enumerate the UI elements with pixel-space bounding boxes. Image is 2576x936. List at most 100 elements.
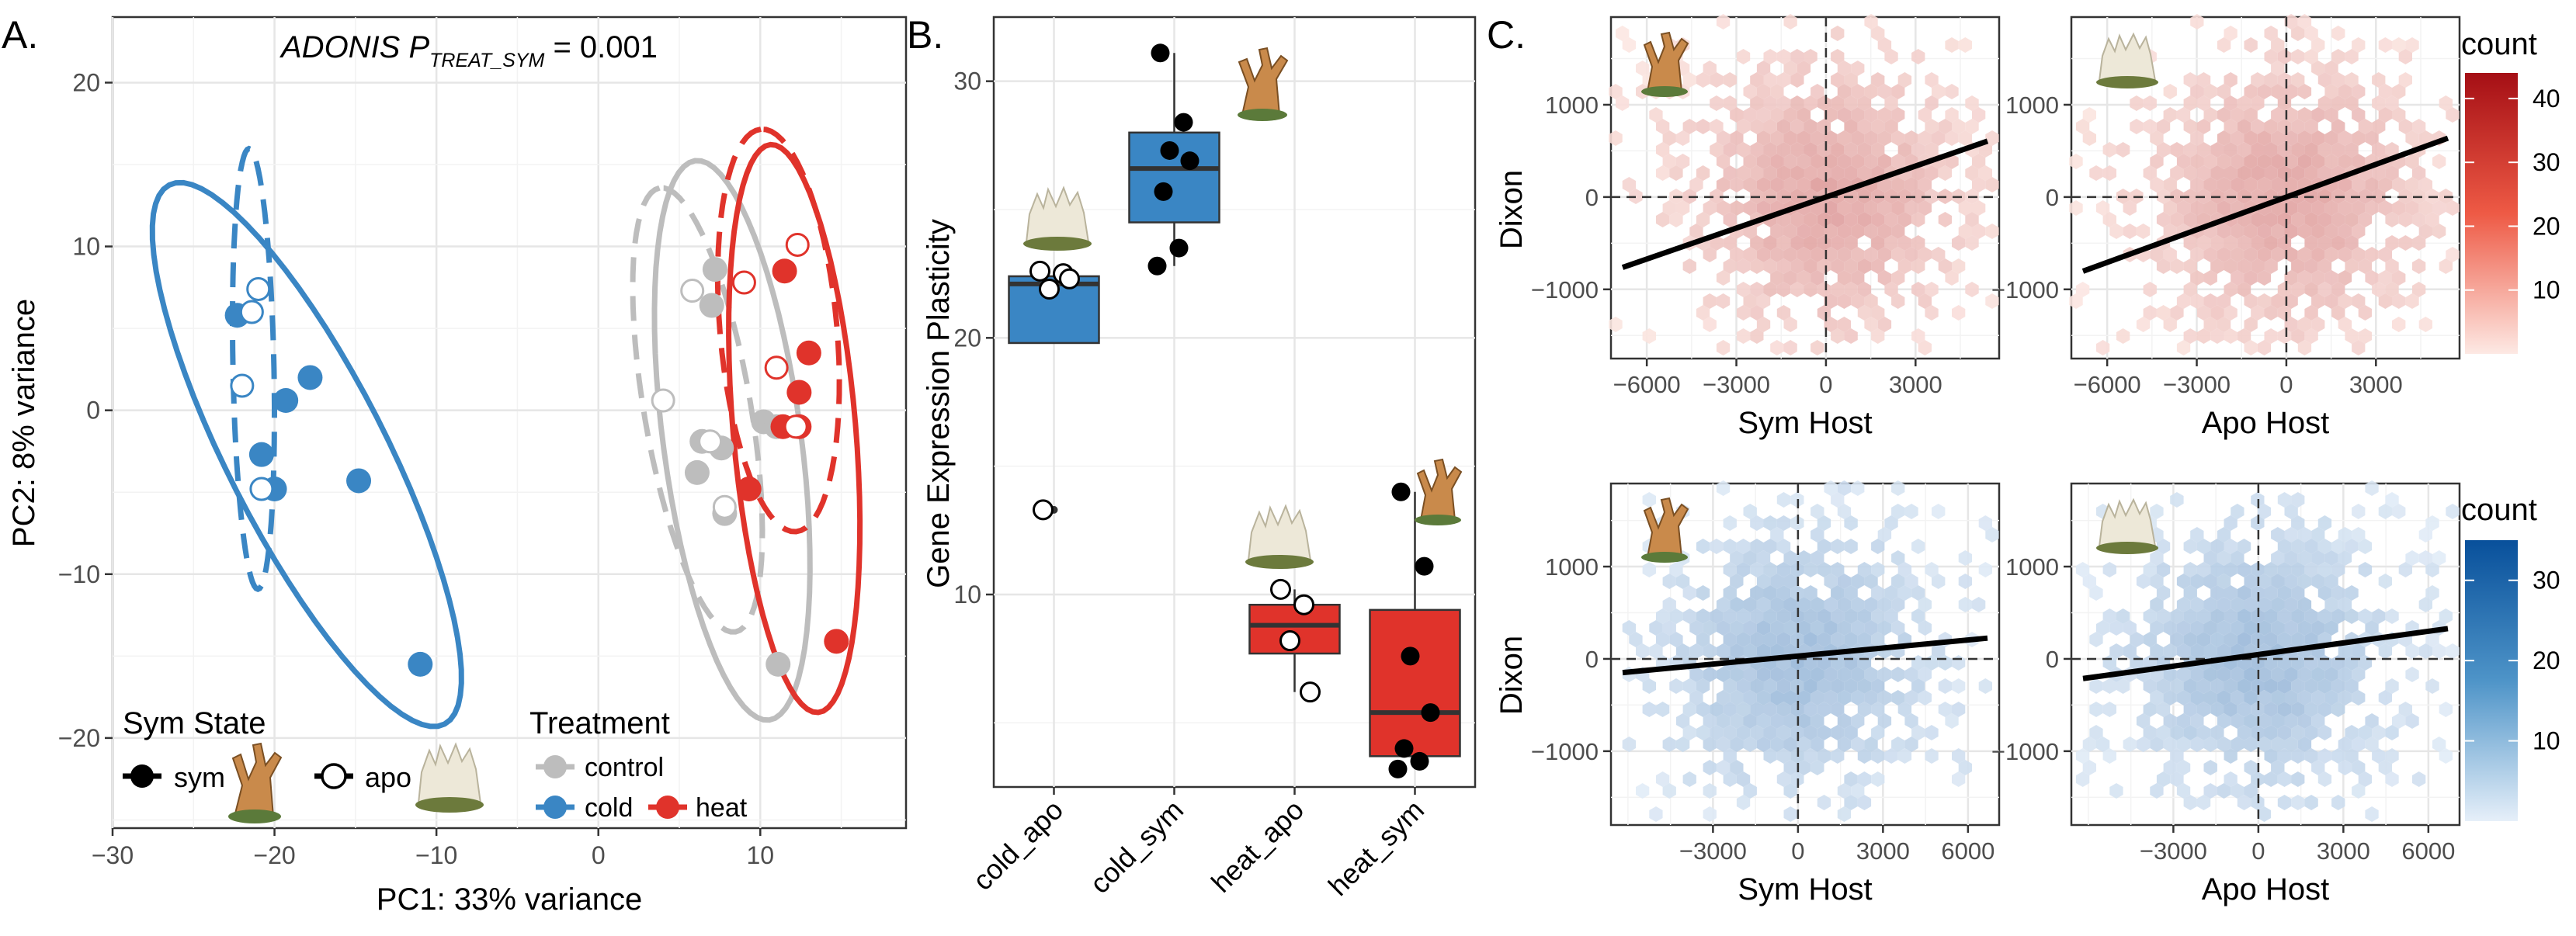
hexbin-cell xyxy=(1804,608,1817,624)
hexbin-cell xyxy=(1864,84,1878,99)
hexbin-cell xyxy=(2244,783,2258,799)
hexbin-cell xyxy=(2231,783,2244,799)
hexbin-cell xyxy=(2304,235,2318,251)
pca-x-tick-label: 0 xyxy=(592,841,606,869)
hexbin-cell xyxy=(2331,49,2345,64)
hexbin-cell xyxy=(2277,328,2292,344)
hexbin-cell xyxy=(2439,702,2453,717)
hexbin-cell xyxy=(2425,515,2439,531)
hexbin-cell xyxy=(1770,690,1784,705)
hexbin-cell xyxy=(2163,84,2177,99)
hexbin-cell xyxy=(2224,282,2238,297)
hexbin-cell xyxy=(1891,154,1905,169)
hexbin-cell xyxy=(2224,142,2238,158)
hexbin-cell xyxy=(1703,620,1717,636)
hexbin-cell xyxy=(1790,72,1804,88)
hexbin-cell xyxy=(1763,678,1777,694)
hexbin-cell xyxy=(2439,258,2453,274)
hexbin-cell xyxy=(2156,258,2171,274)
hexbin-cell xyxy=(1716,14,1731,29)
hexbin-cell xyxy=(1622,620,1636,636)
hexbin-cell xyxy=(1952,771,1966,787)
hexbin-cell xyxy=(2257,690,2272,705)
hexbin-cell xyxy=(2432,154,2446,169)
hexbin-cell xyxy=(1891,574,1905,589)
hexbin-cell xyxy=(2190,154,2204,169)
hexbin-cell xyxy=(1763,632,1777,647)
hexbin-cell xyxy=(2331,305,2345,321)
pca-point-heat-sym xyxy=(736,477,762,501)
hexbin-cell xyxy=(1763,235,1777,251)
hexbin-cell xyxy=(2331,282,2345,297)
hexbin-cell xyxy=(2069,200,2083,216)
hexbin-cell xyxy=(1938,702,1952,717)
hexbin-cell xyxy=(2224,702,2238,717)
apo-host-coral-icon-bottom xyxy=(2096,497,2158,554)
hexbin-cell xyxy=(1925,165,1939,181)
hexbin-cell xyxy=(2244,340,2258,355)
plasticity-category-label: cold_sym xyxy=(1084,794,1190,900)
hexbin-cell xyxy=(1851,690,1865,705)
plasticity-category-label: heat_apo xyxy=(1205,794,1310,899)
hexbin-cell xyxy=(1851,293,1865,309)
hexbin-cell xyxy=(2170,678,2184,694)
hexbin-cell xyxy=(2176,737,2191,752)
hexbin-cell xyxy=(2338,200,2352,216)
hexbin-cell xyxy=(1877,247,1892,262)
hexbin-cell xyxy=(1831,165,1845,181)
hexbin-y-tick-label: −1000 xyxy=(1531,738,1599,765)
hexbin-cell xyxy=(2237,702,2251,717)
hexbin-cell xyxy=(2183,258,2197,274)
hexbin-cell xyxy=(1696,165,1710,181)
hexbin-cell xyxy=(2425,562,2439,577)
hexbin-cell xyxy=(2244,620,2258,636)
hexbin-cell xyxy=(1831,72,1845,88)
hexbin-cell xyxy=(2405,200,2419,216)
hexbin-cell xyxy=(2284,247,2298,262)
hexbin-cell xyxy=(2405,177,2419,192)
hexbin-cell xyxy=(1972,107,1986,123)
hexbin-cell xyxy=(2284,667,2298,682)
hexbin-cell xyxy=(2324,224,2338,239)
hexbin-cell xyxy=(1790,142,1804,158)
hexbin-cell xyxy=(2176,574,2191,589)
hexbin-cell xyxy=(1783,14,1797,29)
hexbin-cell xyxy=(1831,95,1845,111)
hexbin-cell xyxy=(2109,643,2123,659)
hexbin-cell xyxy=(2311,270,2325,286)
hexbin-cell xyxy=(1817,305,1831,321)
pca-point-control-apo xyxy=(712,494,737,519)
hexbin-cell xyxy=(1743,597,1757,612)
hexbin-cell xyxy=(1736,49,1751,64)
hexbin-cell xyxy=(2398,235,2412,251)
hexbin-cell xyxy=(1756,247,1771,262)
hexbin-cell xyxy=(1763,258,1777,274)
hexbin-cell xyxy=(2156,608,2171,624)
hexbin-cell xyxy=(2365,200,2379,216)
hexbin-cell xyxy=(1656,608,1670,624)
hexbin-cell xyxy=(2183,678,2197,694)
hexbin-cell xyxy=(2217,737,2231,752)
hexbin-cell xyxy=(2378,107,2392,123)
hexbin-cell xyxy=(1918,130,1932,146)
hexbin-cell xyxy=(1743,107,1757,123)
hexbin-cell xyxy=(1669,608,1683,624)
hexbin-cell xyxy=(2244,690,2258,705)
sym-host-coral-icon-bottom xyxy=(1641,497,1689,563)
hexbin-cell xyxy=(2076,748,2090,764)
hexbin-cell xyxy=(2432,550,2446,566)
hexbin-cell xyxy=(1790,212,1804,227)
hexbin-cell xyxy=(2257,340,2272,355)
hexbin-cell xyxy=(1629,632,1643,647)
hexbin-cell xyxy=(1783,550,1797,566)
pca-point-cold-apo xyxy=(230,373,255,398)
hexbin-cell xyxy=(2277,725,2292,740)
hexbin-cell xyxy=(1871,235,1885,251)
hexbin-x-tick-label: −3000 xyxy=(2140,837,2207,865)
hexbin-cell xyxy=(2352,340,2366,355)
hexbin-cell xyxy=(2304,539,2318,554)
hexbin-cell xyxy=(1911,585,1925,601)
hexbin-cell xyxy=(2150,690,2164,705)
hexbin-cell xyxy=(2365,130,2379,146)
colorbar-tick-label: 20 xyxy=(2533,212,2560,240)
